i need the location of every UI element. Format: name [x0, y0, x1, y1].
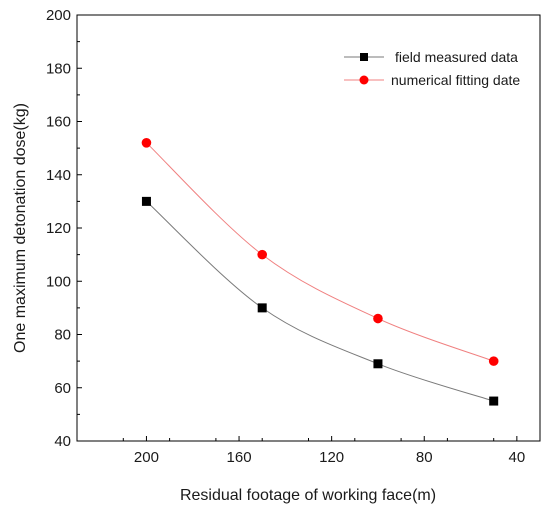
series-curve-1 [146, 142, 494, 362]
data-point-circle [488, 356, 499, 366]
x-tick-label: 200 [134, 449, 159, 466]
data-point-square [141, 196, 151, 206]
series-curve-0 [146, 201, 494, 402]
data-point-circle [141, 138, 152, 148]
y-tick-label: 200 [46, 7, 71, 24]
legend-label-field-measured: field measured data [395, 49, 518, 65]
y-tick-label: 160 [46, 114, 71, 131]
y-tick-label: 180 [46, 60, 71, 77]
x-axis: 200 160 120 80 40 [76, 436, 541, 466]
data-point-circle [257, 249, 268, 260]
y-axis-title: One maximum detonation dose(kg) [12, 103, 29, 353]
legend-marker-square [360, 53, 368, 61]
legend-label-numerical-fitting: numerical fitting date [391, 72, 520, 88]
legend-marker-circle [359, 75, 369, 85]
x-tick-label: 80 [416, 449, 433, 466]
data-point-circle [373, 313, 383, 324]
y-tick-label: 120 [46, 220, 71, 237]
y-tick-label: 60 [54, 380, 71, 397]
y-tick-label: 40 [54, 433, 71, 450]
data-point-square [489, 396, 499, 406]
y-tick-label: 80 [54, 327, 71, 344]
x-axis-title: Residual footage of working face(m) [180, 487, 436, 504]
legend: field measured data numerical fitting da… [344, 49, 520, 88]
x-tick-label: 120 [319, 449, 344, 466]
x-tick-label: 40 [509, 449, 526, 466]
y-axis: 40 60 80 100 120 140 160 180 200 [46, 7, 82, 450]
y-tick-label: 100 [46, 273, 71, 290]
y-tick-label: 140 [46, 167, 71, 184]
plot-area [141, 138, 499, 406]
x-tick-label: 160 [227, 449, 252, 466]
data-point-square [257, 303, 267, 313]
data-point-square [373, 359, 383, 369]
